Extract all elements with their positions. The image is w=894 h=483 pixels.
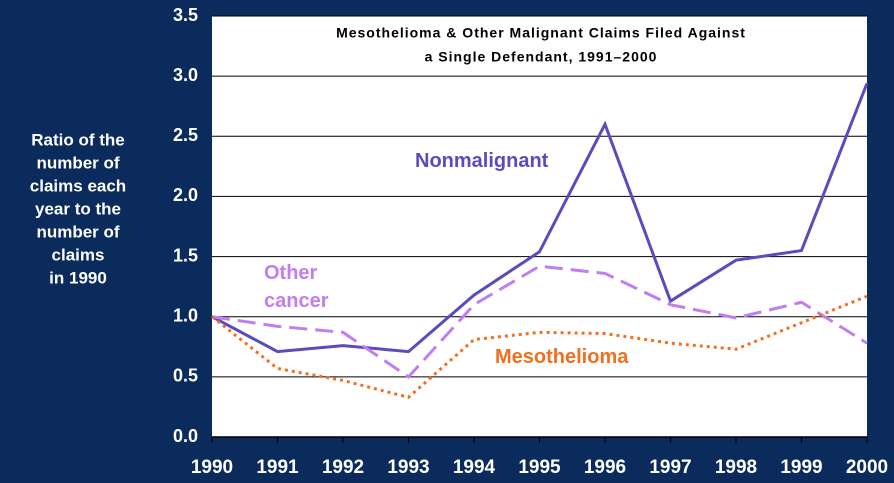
- x-tick-label: 1999: [780, 457, 822, 478]
- x-tick-label: 1997: [649, 457, 691, 478]
- y-tick-label: 3.5: [173, 5, 198, 25]
- x-tick-label: 1996: [584, 457, 626, 478]
- series-line: [211, 264, 868, 379]
- y-axis-label: in 1990: [49, 268, 107, 287]
- y-tick-label: 1.5: [173, 245, 198, 265]
- y-tick-label: 0.5: [173, 366, 198, 386]
- y-tick-label: 3.0: [173, 65, 198, 85]
- x-tick-label: 1994: [453, 457, 496, 478]
- y-axis-label: year to the: [35, 199, 121, 218]
- x-tick-label: 2000: [846, 457, 888, 478]
- series-label: Mesothelioma: [495, 346, 629, 368]
- y-axis-label: claims: [52, 245, 105, 264]
- y-tick-label: 2.5: [173, 125, 198, 145]
- series-line: [211, 82, 869, 354]
- x-tick-label: 1990: [191, 457, 233, 478]
- series-label: Other cancer: [264, 262, 329, 312]
- x-tick-label: 1993: [387, 457, 429, 478]
- y-tick-label: 2.0: [173, 185, 198, 205]
- series-label: Nonmalignant: [415, 150, 549, 172]
- y-axis-label: Ratio of the: [31, 130, 125, 149]
- plot-area: [212, 16, 867, 437]
- y-axis-label: number of: [36, 153, 119, 172]
- x-tick-label: 1995: [518, 457, 561, 478]
- x-tick-label: 1991: [256, 457, 299, 478]
- y-tick-label: 0.0: [173, 426, 198, 446]
- chart-title: a Single Defendant, 1991–2000: [425, 49, 658, 65]
- x-tick-label: 1992: [322, 457, 364, 478]
- series-line: [211, 294, 868, 399]
- x-tick-label: 1998: [715, 457, 757, 478]
- y-tick-label: 1.0: [173, 305, 198, 325]
- y-axis-label: number of: [36, 222, 119, 241]
- chart-title: Mesothelioma & Other Malignant Claims Fi…: [336, 25, 746, 41]
- y-axis-label: claims each: [30, 176, 126, 195]
